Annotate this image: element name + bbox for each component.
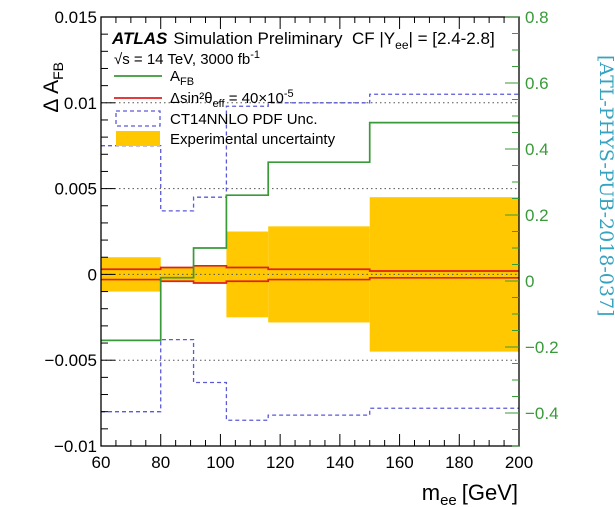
exp-band-3 <box>226 231 269 318</box>
y-right-tick-label-3: 0.2 <box>525 206 549 225</box>
legend-afb-main: A <box>170 68 180 85</box>
x-title: mee [GeV] <box>422 480 518 507</box>
legend-exp-box <box>116 131 160 146</box>
legend-sin2-post: = 40×10 <box>225 90 284 107</box>
tick-labels: 60 80 100 120 140 160 180 200 −0.01 −0.005 0 0.005 0… <box>45 8 559 472</box>
legend-afb-text: AFB <box>170 68 194 88</box>
x-tick-label-1: 80 <box>151 453 170 472</box>
x-tick-label-4: 140 <box>326 453 354 472</box>
region-pre: CF |Y <box>352 29 395 48</box>
legend-exp-text: Experimental uncertainty <box>170 131 336 148</box>
sin2-upper-line <box>101 264 519 272</box>
legend-sin2-sup: -5 <box>284 88 294 100</box>
pdf-lower-line <box>101 338 519 421</box>
legend-sin2-sub: eff <box>213 98 226 110</box>
region-sub: ee <box>395 38 409 52</box>
x-tick-label-2: 100 <box>206 453 234 472</box>
x-tick-label-7: 200 <box>505 453 533 472</box>
x-title-unit: [GeV] <box>462 480 518 505</box>
y-right-tick-label-0: −0.4 <box>525 404 559 423</box>
y-left-main: Δ A <box>40 80 63 113</box>
pdf-upper-line <box>101 93 519 212</box>
conditions-pre: √s = 14 TeV, 3000 fb <box>114 51 250 68</box>
y-left-sub: FB <box>50 62 66 80</box>
header-line: ATLAS Simulation Preliminary <box>111 29 343 48</box>
axis-ticks <box>100 16 520 447</box>
legend-sin2-main: Δsin²θ <box>170 90 213 107</box>
conditions-label: √s = 14 TeV, 3000 fb-1 <box>114 49 260 68</box>
y-left-title: Δ AFB <box>40 62 66 113</box>
y-right-tick-label-1: −0.2 <box>525 338 559 357</box>
legend-afb-sub: FB <box>180 76 194 88</box>
y-left-tick-label-2: 0 <box>88 265 97 284</box>
y-right-tick-label-4: 0.4 <box>525 140 549 159</box>
experiment-label: ATLAS <box>111 29 168 48</box>
x-title-main: m <box>422 480 440 505</box>
x-title-sub: ee <box>440 492 457 507</box>
region-label: CF |Yee| = [2.4-2.8] <box>352 29 495 52</box>
afb-line <box>101 121 519 342</box>
series-lines <box>101 93 519 421</box>
y-right-tick-label-5: 0.6 <box>525 74 549 93</box>
x-tick-label-3: 120 <box>266 453 294 472</box>
y-left-tick-label-1: −0.005 <box>45 351 97 370</box>
y-left-tick-label-3: 0.005 <box>54 180 97 199</box>
exp-band-1 <box>160 267 194 282</box>
region-post: | = [2.4-2.8] <box>409 29 495 48</box>
legend-sin2-text: Δsin²θeff = 40×10-5 <box>170 88 294 110</box>
legend-pdf-box <box>115 110 161 127</box>
x-tick-label-0: 60 <box>92 453 111 472</box>
y-left-tick-label-5: 0.015 <box>54 8 97 27</box>
status-label: Simulation Preliminary <box>173 29 343 48</box>
y-left-tick-label-0: −0.01 <box>54 437 97 456</box>
x-tick-label-6: 180 <box>445 453 473 472</box>
exp-band-layer <box>101 197 519 352</box>
legend: AFB Δsin²θeff = 40×10-5 CT14NNLO PDF Unc… <box>114 68 336 148</box>
legend-pdf-text: CT14NNLO PDF Unc. <box>170 111 318 128</box>
exp-band-4 <box>268 226 370 323</box>
y-right-tick-label-2: 0 <box>525 272 534 291</box>
y-left-tick-label-4: 0.01 <box>64 94 97 113</box>
side-label: [ATL-PHYS-PUB-2018-037] <box>595 55 615 316</box>
conditions-sup: -1 <box>250 49 260 61</box>
x-tick-label-5: 160 <box>385 453 413 472</box>
y-right-tick-label-6: 0.8 <box>525 8 549 27</box>
